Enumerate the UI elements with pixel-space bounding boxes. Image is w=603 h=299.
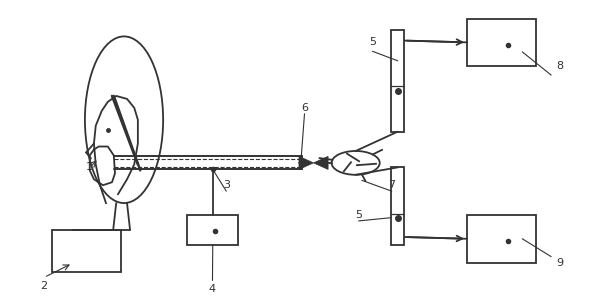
Polygon shape	[299, 156, 314, 170]
Text: 5: 5	[369, 37, 376, 47]
Text: 5: 5	[355, 210, 362, 220]
Text: 9: 9	[557, 258, 564, 268]
Text: 1: 1	[86, 162, 93, 172]
Bar	[391, 30, 405, 132]
Bar	[467, 215, 536, 263]
Text: 8: 8	[557, 61, 564, 71]
Bar	[187, 215, 238, 245]
Bar	[467, 19, 536, 66]
Text: 2: 2	[40, 281, 48, 292]
Bar	[52, 230, 121, 271]
Polygon shape	[314, 156, 328, 170]
Text: 3: 3	[223, 180, 230, 190]
Text: 7: 7	[388, 180, 396, 190]
Text: 4: 4	[209, 284, 216, 295]
Text: 6: 6	[301, 103, 308, 113]
Bar	[391, 167, 405, 245]
